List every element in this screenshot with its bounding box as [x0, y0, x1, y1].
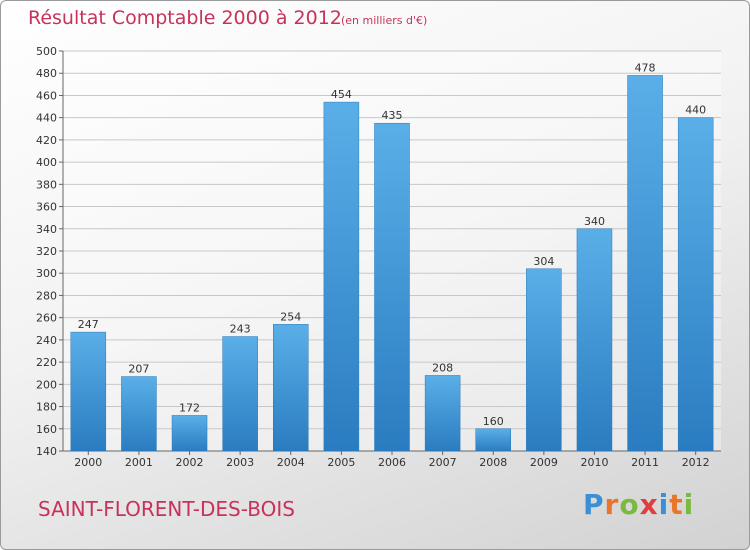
y-tick-label: 320: [36, 245, 57, 258]
y-tick-label: 240: [36, 334, 57, 347]
logo-letter: i: [658, 488, 670, 521]
logo-letter: x: [639, 488, 659, 521]
x-tick-label: 2007: [429, 456, 457, 469]
bar-2005[interactable]: [323, 101, 360, 452]
y-tick-label: 420: [36, 134, 57, 147]
commune-name: SAINT-FLORENT-DES-BOIS: [38, 497, 295, 521]
y-tick-label: 260: [36, 312, 57, 325]
y-tick-label: 160: [36, 423, 57, 436]
y-tick-label: 360: [36, 201, 57, 214]
bar-layer: [70, 75, 714, 452]
x-tick-label: 2002: [176, 456, 204, 469]
y-tick-label: 440: [36, 112, 57, 125]
y-tick-label: 460: [36, 89, 57, 102]
x-tick-label: 2003: [226, 456, 254, 469]
logo-letter: P: [583, 488, 605, 521]
chart-subtitle: (en milliers d'€): [341, 14, 428, 27]
logo-letter: r: [604, 488, 620, 521]
y-tick-label: 200: [36, 378, 57, 391]
x-tick-label: 2009: [530, 456, 558, 469]
x-tick-label: 2000: [74, 456, 102, 469]
bar-value-label: 207: [128, 363, 149, 376]
bar-2004[interactable]: [273, 324, 309, 452]
bar-value-label: 435: [382, 109, 403, 122]
bar-2001[interactable]: [121, 376, 157, 452]
y-tick-label: 180: [36, 401, 57, 414]
bar-2000[interactable]: [70, 331, 107, 452]
bar-2008[interactable]: [475, 428, 511, 452]
proxiti-logo[interactable]: Proxiti: [583, 488, 694, 521]
x-tick-label: 2011: [631, 456, 659, 469]
x-tick-label: 2005: [327, 456, 355, 469]
y-tick-label: 500: [36, 45, 57, 58]
x-tick-label: 2010: [580, 456, 608, 469]
y-tick-label: 340: [36, 223, 57, 236]
bar-2011[interactable]: [627, 75, 663, 452]
x-tick-label: 2004: [277, 456, 305, 469]
bar-value-label: 304: [533, 255, 554, 268]
bar-value-label: 247: [78, 318, 99, 331]
bar-value-label: 478: [635, 61, 656, 74]
x-tick-label: 2008: [479, 456, 507, 469]
bar-value-label: 254: [280, 310, 301, 323]
y-tick-label: 400: [36, 156, 57, 169]
y-tick-label: 140: [36, 445, 57, 458]
y-tick-label: 380: [36, 178, 57, 191]
bar-2009[interactable]: [526, 268, 562, 452]
bar-value-label: 243: [230, 323, 251, 336]
chart-title: Résultat Comptable 2000 à 2012: [28, 7, 342, 29]
y-tick-label: 220: [36, 356, 57, 369]
bar-2002[interactable]: [171, 415, 208, 452]
bar-2007[interactable]: [424, 375, 461, 452]
logo-letter: o: [619, 488, 640, 521]
bar-value-label: 160: [483, 415, 504, 428]
x-tick-label: 2006: [378, 456, 406, 469]
x-tick-label: 2012: [682, 456, 710, 469]
bar-value-label: 440: [685, 104, 706, 117]
bar-2006[interactable]: [374, 122, 410, 452]
bar-value-label: 208: [432, 361, 453, 374]
bar-2003[interactable]: [222, 336, 258, 452]
bar-value-label: 340: [584, 215, 605, 228]
bar-2012[interactable]: [677, 117, 714, 452]
y-tick-label: 280: [36, 289, 57, 302]
y-tick-label: 300: [36, 267, 57, 280]
logo-letter: i: [683, 488, 695, 521]
x-tick-label: 2001: [125, 456, 153, 469]
bar-2010[interactable]: [576, 228, 613, 452]
label-layer: 140 160 180 200 220 240 260 280 300 320 340 360 380 4…: [36, 45, 710, 469]
logo-letter: t: [669, 488, 684, 521]
bar-value-label: 454: [331, 88, 352, 101]
bar-value-label: 172: [179, 401, 200, 414]
y-tick-label: 480: [36, 67, 57, 80]
